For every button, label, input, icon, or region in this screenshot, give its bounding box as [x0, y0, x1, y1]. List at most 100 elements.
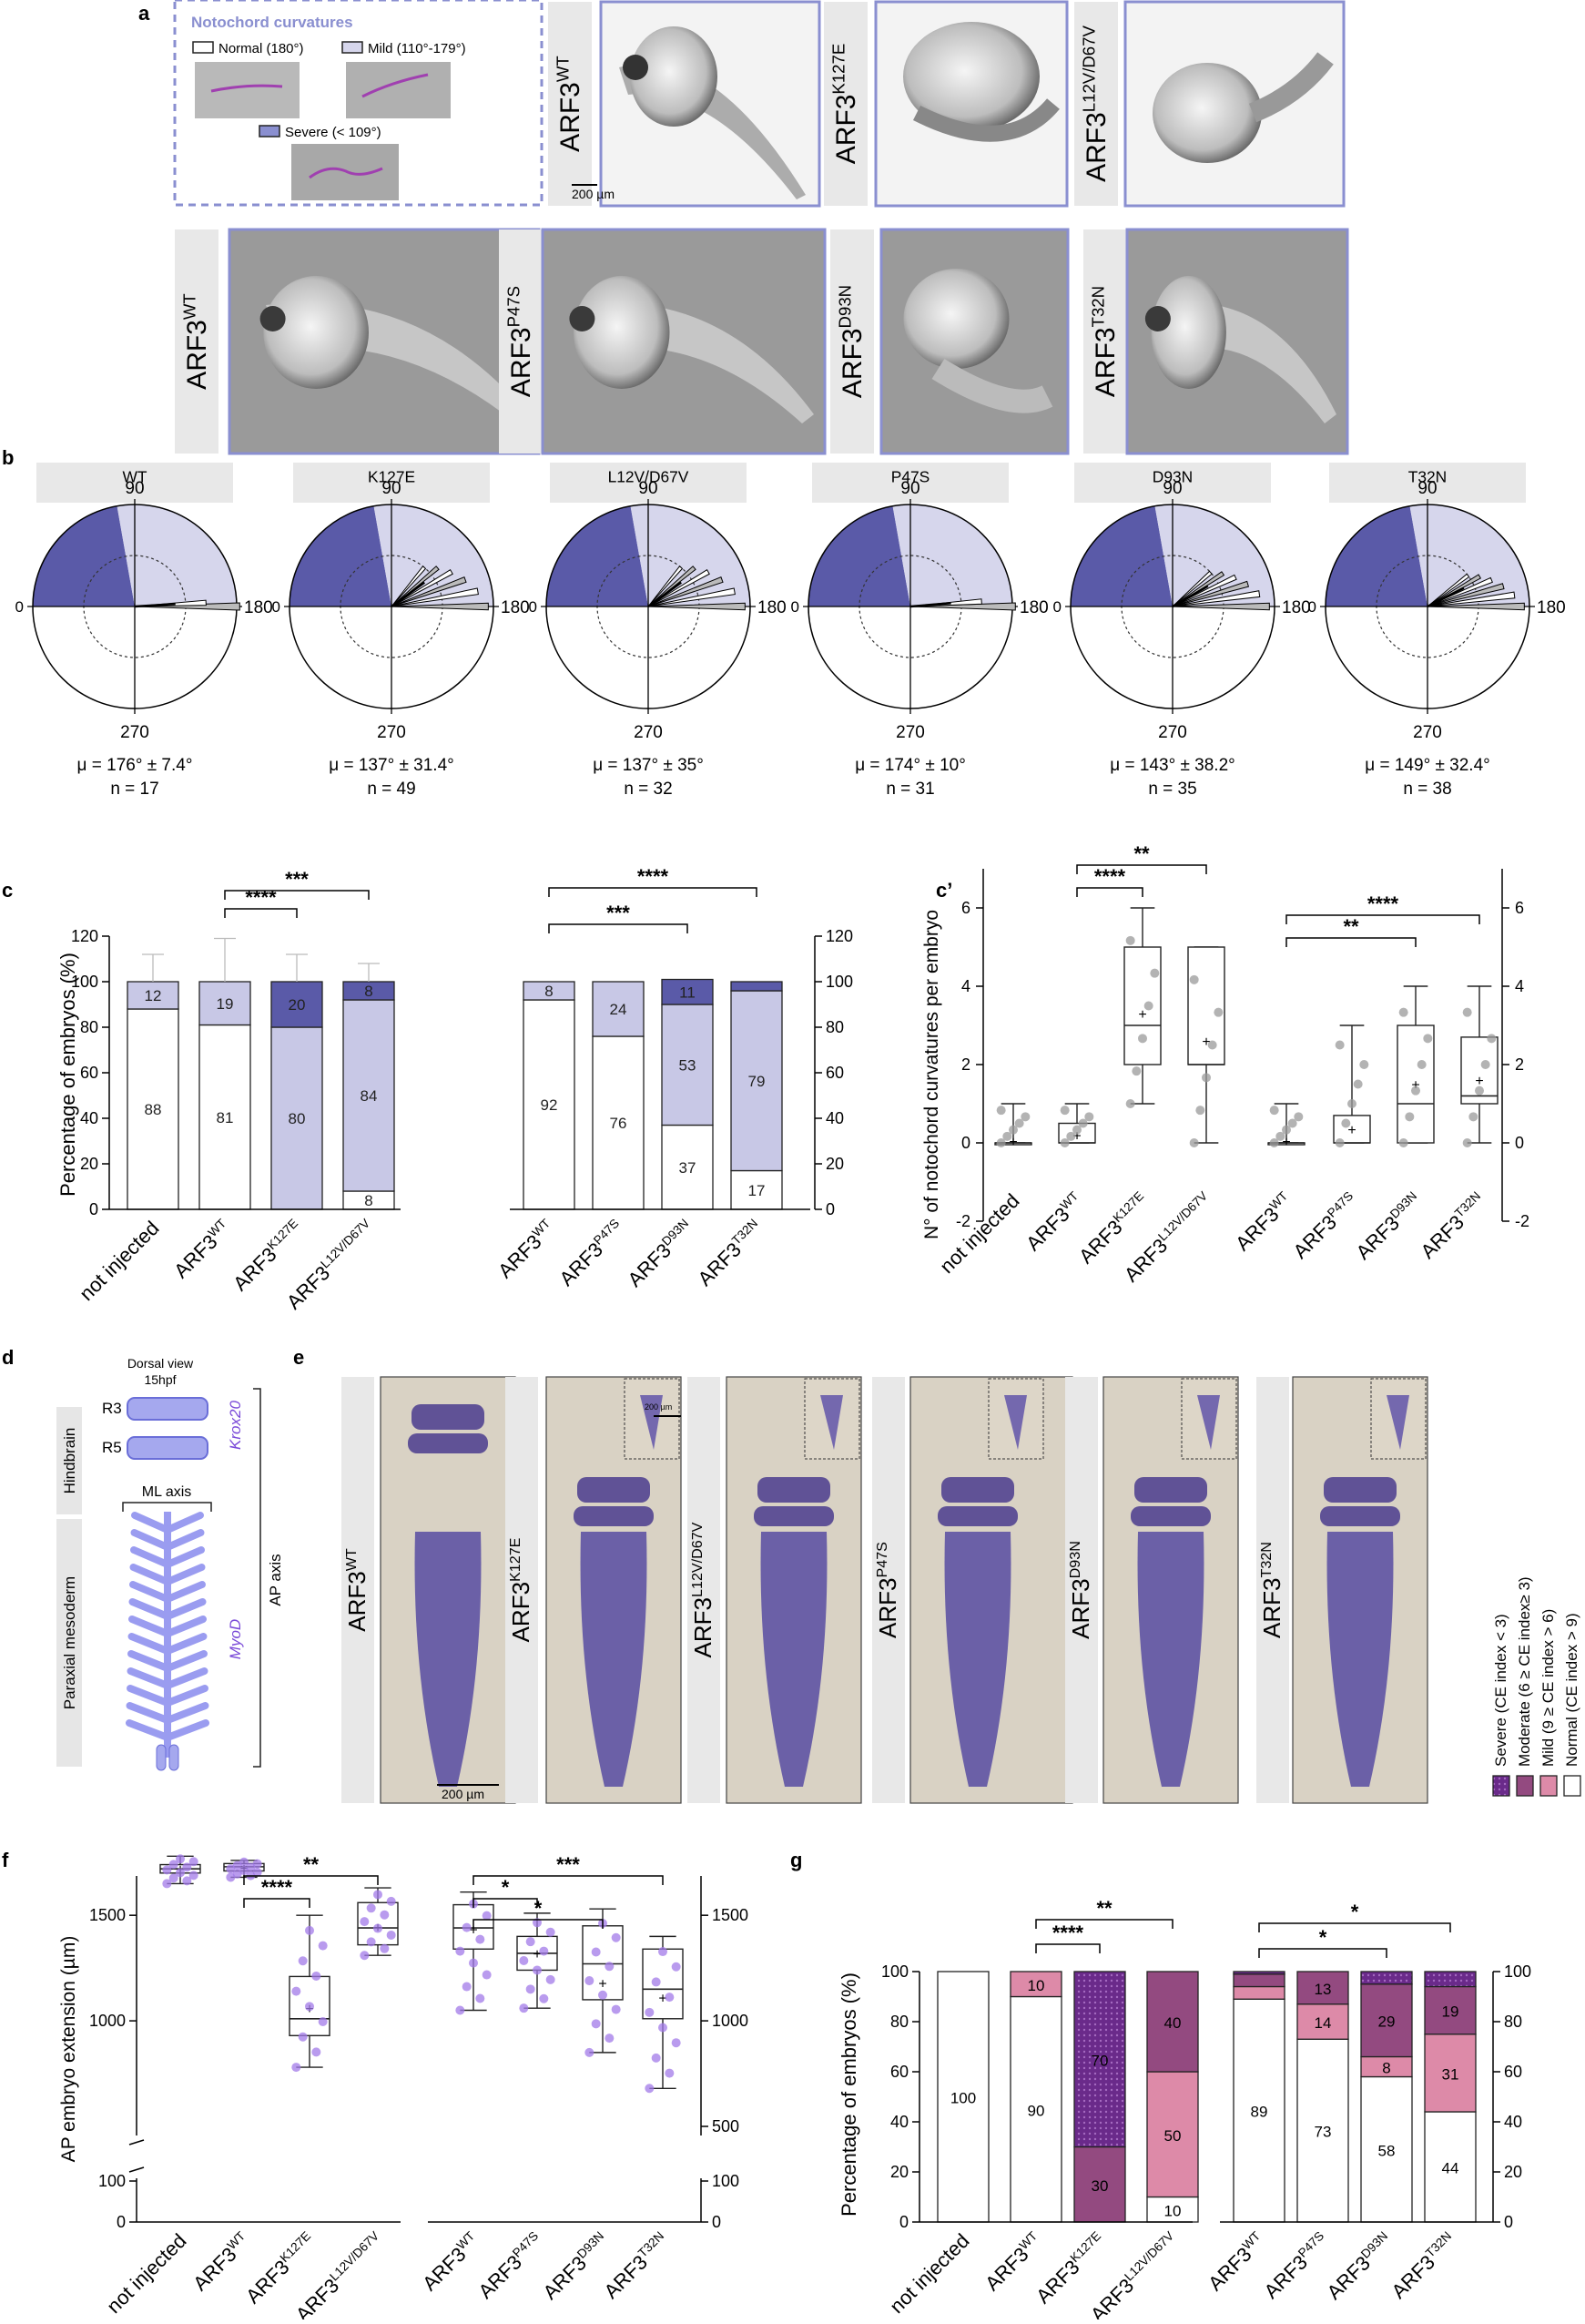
- bar-value-label: 73: [1315, 2124, 1332, 2141]
- data-point: [539, 1993, 549, 2003]
- rose-mean-label: μ = 137° ± 35°: [593, 756, 704, 775]
- significance-bracket: [1076, 887, 1143, 897]
- bar-value-label: 100: [950, 2090, 976, 2107]
- rose-tick-270: 270: [377, 723, 406, 742]
- rose-wedge: [391, 566, 427, 607]
- data-point: [188, 1857, 198, 1867]
- data-point: [1282, 1125, 1291, 1135]
- ap-axis-label: AP axis: [267, 1554, 284, 1605]
- category-superscript: D93N: [1387, 1189, 1419, 1221]
- genotype-superscript: P47S: [874, 1542, 890, 1577]
- data-point: [311, 2047, 321, 2057]
- data-point: [1359, 1060, 1369, 1069]
- krox20-r5-stain: [1320, 1506, 1400, 1526]
- x-category-label: ARF3D93N: [623, 1217, 697, 1291]
- panel-letter-d: d: [2, 1346, 14, 1369]
- rose-tick-270: 270: [1413, 723, 1442, 742]
- rose-tick-90: 90: [125, 479, 144, 498]
- data-point: [1195, 1106, 1205, 1116]
- x-category-label: ARF3P47S: [1259, 2229, 1333, 2303]
- significance-label: ***: [556, 1853, 580, 1876]
- somite-right: [164, 1546, 205, 1568]
- rose-wedge: [1172, 570, 1213, 607]
- significance-label: ***: [285, 868, 309, 891]
- legend-box: [173, 0, 544, 207]
- genotype-label: ARF3L12V/D67V: [689, 1522, 716, 1657]
- data-point: [1060, 1106, 1070, 1116]
- panel-letter-a: a: [138, 2, 150, 25]
- f-tick-label-right: 1000: [712, 2012, 748, 2030]
- f-tick-label: 0: [117, 2213, 126, 2231]
- category-superscript: K127E: [278, 2229, 314, 2266]
- somite-left: [126, 1719, 171, 1741]
- significance-bracket: [224, 908, 298, 918]
- scale-bar-label: 200 µm: [442, 1787, 484, 1801]
- data-point: [996, 1106, 1006, 1116]
- rose-severe-sector: [1071, 505, 1173, 606]
- bar-value-label: 11: [679, 984, 696, 1001]
- tailbud-right: [168, 1744, 179, 1771]
- somite-right: [164, 1529, 205, 1551]
- bar-segment: [661, 978, 714, 1005]
- inset-embryo: [1387, 1395, 1409, 1450]
- data-point: [1398, 1138, 1408, 1147]
- rose-plot-title: L12V/D67V: [608, 467, 689, 485]
- data-point: [533, 1918, 542, 1928]
- embryo-eye: [623, 55, 648, 80]
- data-point: [545, 1927, 555, 1937]
- g-tick-label-right: 20: [1504, 2163, 1522, 2181]
- significance-label: ****: [1367, 892, 1399, 915]
- data-point: [182, 1862, 192, 1872]
- c-left-y-tick-label: 100: [71, 973, 98, 991]
- significance-label: *: [502, 1876, 510, 1899]
- genotype-superscript: T32N: [1258, 1542, 1275, 1577]
- significance-bracket: [1258, 1922, 1451, 1932]
- rose-wedge: [1172, 602, 1270, 611]
- bar-value-label: 58: [1378, 2142, 1396, 2159]
- genotype-superscript: D93N: [836, 285, 855, 329]
- data-point: [651, 1977, 661, 1987]
- x-category-label: ARF3T32N: [1416, 1189, 1489, 1263]
- significance-label: ****: [1052, 1921, 1084, 1944]
- krox20-r5-stain: [938, 1506, 1018, 1526]
- genotype-superscript: L12V/D67V: [689, 1522, 706, 1597]
- krox20-r3-stain: [411, 1404, 484, 1430]
- data-point: [311, 1971, 321, 1981]
- bar-value-label: 90: [1028, 2102, 1045, 2119]
- data-point: [645, 2007, 655, 2017]
- genotype-label-row1: ARF3K127E: [829, 44, 861, 165]
- bar-segment: [1360, 1971, 1413, 1985]
- data-point: [1411, 1086, 1420, 1096]
- data-point: [658, 2023, 667, 2033]
- krox20-r5-stain: [754, 1506, 834, 1526]
- genotype-base: ARF3: [1082, 112, 1112, 182]
- genotype-superscript: WT: [180, 293, 199, 320]
- genotype-label-bg: [1074, 2, 1118, 206]
- paraxial-mesoderm-label: Paraxial mesoderm: [61, 1576, 78, 1709]
- significance-label: **: [1133, 842, 1150, 865]
- rose-severe-sector: [1326, 505, 1428, 606]
- legend-normal-image: [195, 62, 300, 118]
- bar-segment: [270, 981, 323, 1028]
- krox20-r3-stain: [577, 1477, 650, 1503]
- data-point: [1341, 1118, 1351, 1128]
- rose-mean-vector: [909, 602, 951, 608]
- genotype-base: ARF3: [874, 1577, 901, 1637]
- data-point: [645, 2084, 655, 2094]
- myod-stain: [944, 1532, 1011, 1787]
- box-mean-marker: +: [1411, 1078, 1419, 1094]
- r5-label: R5: [102, 1439, 122, 1456]
- genotype-base: ARF3: [1067, 1578, 1094, 1638]
- somite-left: [130, 1529, 171, 1551]
- myod-label: MyoD: [227, 1619, 244, 1659]
- embryo-tail: [1248, 52, 1334, 123]
- r3-stripe: [127, 1397, 208, 1421]
- significance-bracket: [1035, 1943, 1101, 1953]
- bar-segment: [1073, 2146, 1126, 2223]
- somite-left: [127, 1633, 171, 1655]
- g-tick-label: 80: [890, 2013, 909, 2031]
- data-point: [475, 1993, 485, 2003]
- category-superscript: P47S: [510, 2229, 541, 2260]
- rose-tick-270: 270: [120, 723, 149, 742]
- genotype-superscript: K127E: [829, 44, 848, 95]
